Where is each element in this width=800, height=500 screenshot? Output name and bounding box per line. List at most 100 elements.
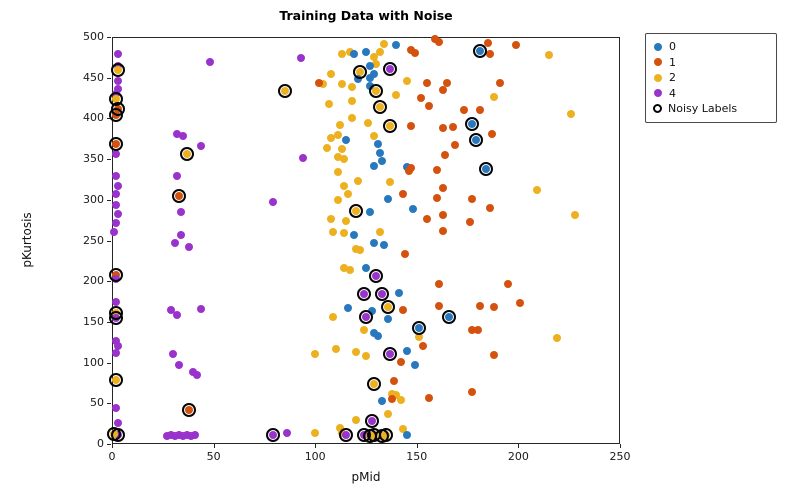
noisy-label-ring	[348, 204, 363, 219]
data-point-class-1	[441, 151, 450, 160]
data-point-class-4	[162, 431, 171, 440]
data-point-class-2	[339, 264, 348, 273]
data-point-class-2	[571, 211, 580, 220]
data-point-class-1	[431, 35, 440, 44]
data-point-class-1	[475, 106, 484, 115]
data-point-class-4	[205, 58, 214, 67]
data-point-class-2	[396, 396, 405, 405]
data-point-class-4	[170, 238, 179, 247]
data-point-class-2	[341, 216, 350, 225]
data-point-class-1	[433, 194, 442, 203]
data-point-class-4	[110, 227, 119, 236]
data-point-class-4	[114, 181, 123, 190]
legend-label: 2	[669, 71, 676, 84]
data-point-class-4	[166, 305, 175, 314]
y-tick-label: 100	[83, 355, 104, 369]
data-point-class-2	[380, 40, 389, 49]
data-point-class-2	[376, 47, 385, 56]
data-point-class-1	[451, 141, 460, 150]
y-tick	[107, 199, 111, 201]
data-point-class-0	[402, 347, 411, 356]
data-point-class-1	[485, 203, 494, 212]
noisy-label-ring	[109, 267, 124, 282]
data-point-class-1	[516, 299, 525, 308]
data-point-class-4	[173, 129, 182, 138]
data-point-class-2	[345, 48, 354, 57]
data-point-class-4	[112, 348, 121, 357]
y-tick-label: 450	[83, 70, 104, 84]
legend-label: 4	[669, 86, 676, 100]
data-point-class-1	[418, 341, 427, 350]
data-point-class-1	[396, 357, 405, 366]
data-point-class-0	[349, 50, 358, 59]
legend-item-class-1: 1	[654, 55, 768, 71]
data-point-class-4	[112, 297, 121, 306]
data-point-class-2	[339, 229, 348, 238]
y-tick	[107, 444, 111, 445]
data-point-class-2	[370, 132, 379, 141]
x-tick	[315, 444, 317, 448]
y-tick-label: 0	[97, 437, 104, 450]
legend-label: 0	[669, 40, 676, 53]
data-point-class-4	[112, 200, 121, 209]
noisy-label-ring	[109, 310, 124, 325]
y-tick	[107, 159, 111, 161]
data-point-class-1	[388, 395, 397, 404]
data-point-class-2	[567, 110, 576, 119]
plot-area	[112, 37, 620, 444]
data-point-class-2	[337, 50, 346, 59]
data-point-class-4	[193, 370, 202, 379]
data-point-class-1	[465, 217, 474, 226]
data-point-class-0	[362, 48, 370, 57]
y-tick	[107, 37, 111, 38]
data-point-class-4	[175, 361, 184, 370]
data-point-class-0	[370, 238, 379, 247]
data-point-class-2	[347, 114, 356, 123]
data-point-class-1	[439, 124, 448, 133]
data-point-class-4	[166, 431, 175, 440]
class-4-swatch-icon	[654, 89, 662, 98]
x-tick-label: 0	[108, 450, 116, 463]
noisy-label-ring	[383, 61, 398, 76]
noisy-label-ring	[367, 376, 382, 391]
data-point-class-4	[114, 210, 123, 219]
data-point-class-0	[384, 194, 393, 203]
noisy-label-ring	[411, 320, 426, 335]
data-point-class-1	[422, 215, 431, 224]
data-point-class-2	[325, 99, 334, 108]
data-point-class-4	[114, 50, 123, 59]
data-point-class-0	[402, 163, 411, 172]
data-point-class-0	[378, 396, 387, 405]
data-point-class-1	[439, 183, 448, 192]
legend-item-class-2: 2	[654, 70, 768, 86]
x-tick-label: 150	[406, 450, 428, 463]
noisy-label-ring	[359, 310, 373, 325]
class-2-swatch-icon	[654, 73, 662, 82]
data-point-class-4	[179, 431, 188, 440]
data-point-class-4	[168, 350, 177, 359]
data-point-class-2	[351, 415, 360, 424]
data-point-class-2	[333, 195, 342, 204]
noisy-label-ring	[381, 300, 396, 315]
data-point-class-1	[496, 79, 505, 88]
data-point-class-2	[319, 80, 328, 89]
data-point-class-1	[410, 49, 419, 58]
noisy-labels-ring-icon	[653, 104, 662, 114]
data-point-class-2	[311, 350, 320, 359]
data-point-class-4	[173, 310, 182, 319]
legend: 0 1 2 4 Noisy Labels	[645, 33, 777, 123]
data-point-class-2	[333, 131, 342, 140]
data-point-class-2	[553, 334, 561, 343]
data-point-class-2	[335, 120, 344, 129]
y-tick	[107, 77, 111, 79]
data-point-class-4	[179, 132, 188, 141]
data-point-class-1	[473, 326, 482, 335]
data-point-class-4	[114, 418, 123, 427]
data-point-class-1	[404, 167, 413, 176]
data-point-class-2	[370, 52, 379, 61]
noisy-label-ring	[265, 428, 280, 443]
data-point-class-0	[408, 204, 417, 213]
x-tick-label: 250	[609, 450, 631, 463]
y-tick	[107, 362, 111, 364]
